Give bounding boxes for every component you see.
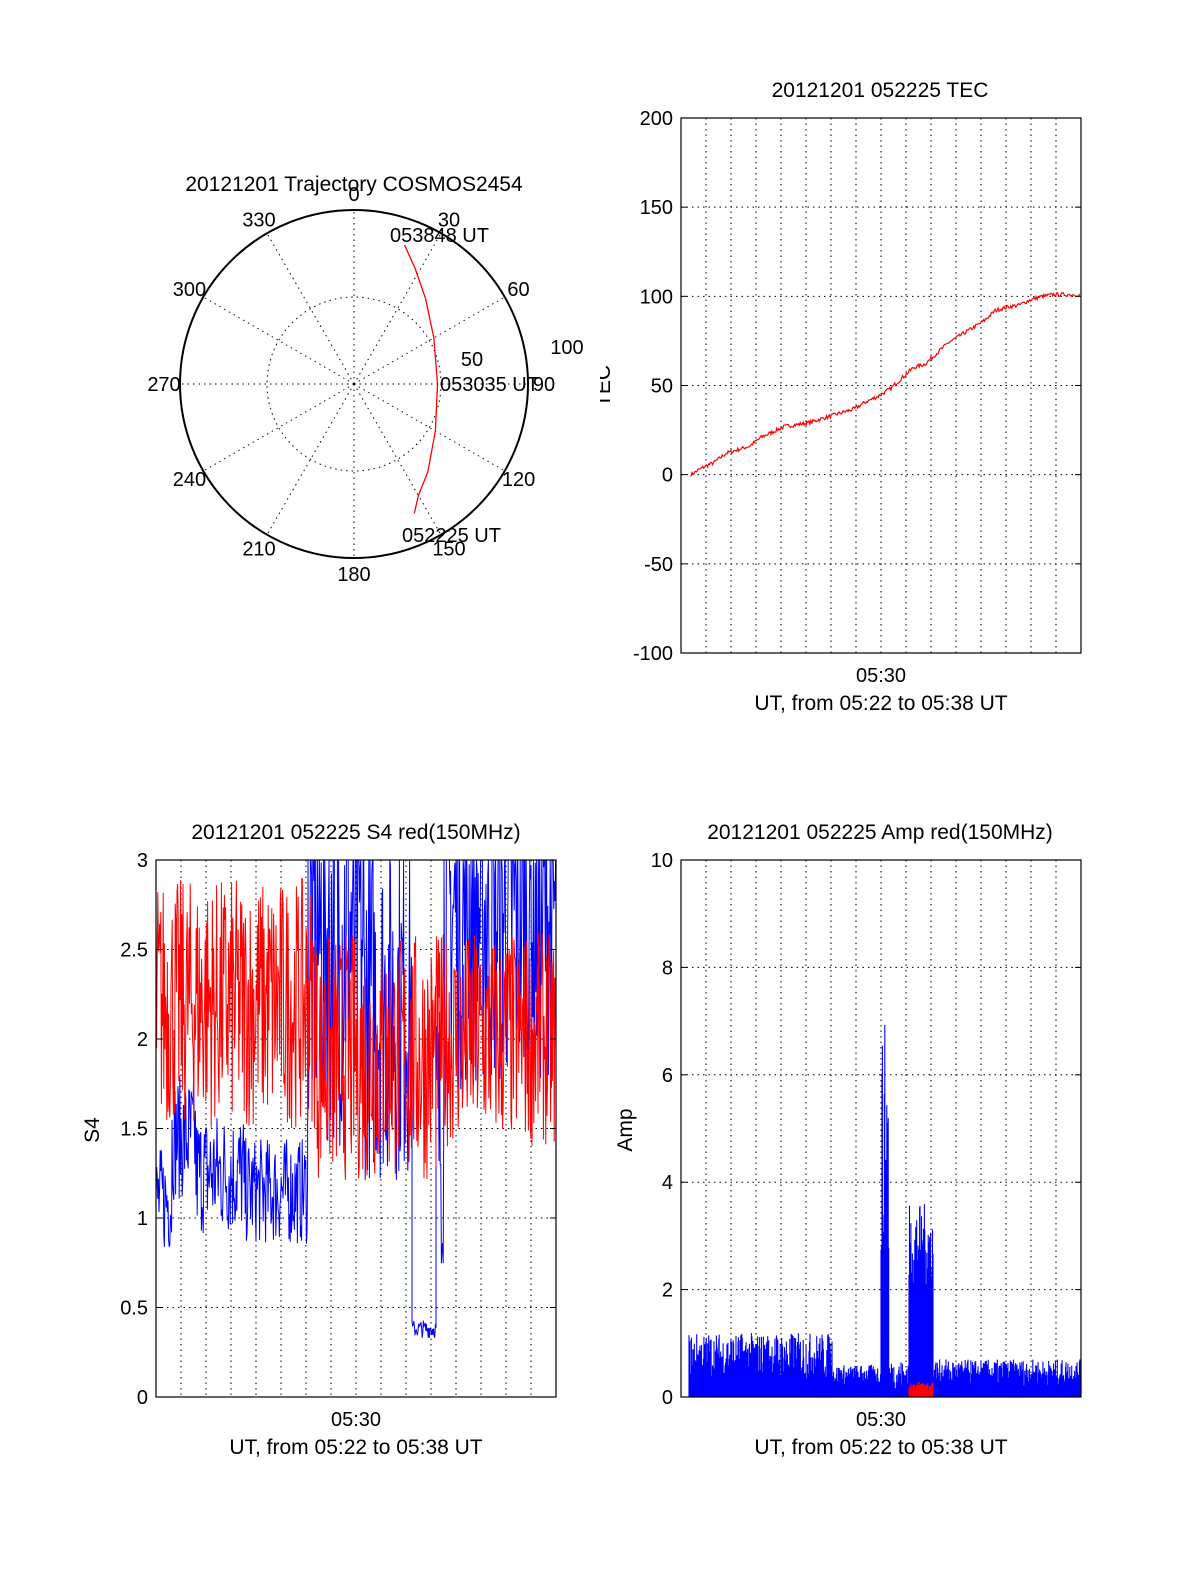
tec-line [690,292,1081,477]
polar-azimuth-label: 90 [533,374,555,396]
y-tick-label: 2 [662,1280,673,1302]
y-tick-label: 8 [662,957,673,979]
polar-azimuth-label: 30 [438,209,460,231]
series-bars [908,1381,934,1397]
annotation-mid: 053035 UT [440,374,539,396]
amp-chart: 20121201 052225 Amp red(150MHz) 0246810 … [614,821,1082,1459]
polar-spoke [353,383,505,472]
y-tick-label: 150 [640,197,673,219]
annotation-start: 053848 UT [390,225,489,247]
amp-x-label: UT, from 05:22 to 05:38 UT [754,1436,1007,1459]
s4-x-label: UT, from 05:22 to 05:38 UT [229,1436,482,1459]
s4-x-tick: 05:30 [331,1409,381,1431]
tec-frame [680,117,1082,654]
polar-chart: 20121201 Trajectory COSMOS2454 0 30 60 90 12… [147,173,583,586]
y-tick-label: 100 [640,286,673,308]
polar-azimuth-label: 270 [147,374,180,396]
tec-y-label: TEC [600,365,615,407]
series-bars [688,1024,1082,1397]
y-tick-label: 0 [662,465,673,487]
tec-series [690,292,1081,477]
polar-spoke [203,296,355,385]
series-line [155,877,557,1180]
polar-radial-label: 100 [550,337,583,359]
polar-spoke [353,296,505,385]
y-tick-label: -50 [644,554,673,576]
s4-chart: 20121201 052225 S4 red(150MHz) 0 0.5 1 1.5 2… [81,821,557,1459]
annotation-end: 052225 UT [402,525,501,547]
y-tick-label: -100 [633,643,673,665]
amp-x-tick: 05:30 [856,1409,906,1431]
trajectory-line [403,244,439,514]
amp-y-ticks: 0 2 4 6 8 10 [651,850,1081,1409]
polar-spoke [203,383,355,472]
amp-frame [680,859,1082,1398]
s4-y-ticks: 0 0.5 1 1.5 2 2.5 3 [120,850,556,1409]
polar-outer-ring [179,209,529,559]
polar-azimuth-label: 330 [242,209,275,231]
amp-y-label: Amp [614,1108,637,1151]
tec-x-label: UT, from 05:22 to 05:38 UT [754,692,1007,715]
y-tick-label: 6 [662,1065,673,1087]
polar-azimuth-label: 60 [507,279,529,301]
y-tick-label: 50 [651,376,673,398]
amp-series [688,1024,1082,1397]
polar-labels: 0 30 60 90 120 150 180 210 240 270 300 330 50 100 [147,184,583,586]
y-tick-label: 1 [137,1208,148,1230]
y-tick-label: 2.5 [120,940,148,962]
polar-title: 20121201 Trajectory COSMOS2454 [185,173,523,196]
y-tick-label: 0 [137,1387,148,1409]
polar-inner-ring [266,296,442,472]
y-tick-label: 3 [137,850,148,872]
polar-azimuth-label: 180 [337,564,370,586]
polar-azimuth-label: 120 [502,469,535,491]
y-tick-label: 200 [640,108,673,130]
trajectory-path [403,244,439,514]
amp-grid [681,860,1081,1397]
polar-azimuth-label: 150 [432,539,465,561]
y-tick-label: 0.5 [120,1298,148,1320]
polar-azimuth-label: 210 [242,539,275,561]
polar-spoke [353,383,442,535]
tec-y-ticks: -100 -50 0 50 100 150 200 [633,108,1081,665]
s4-y-label: S4 [81,1117,104,1143]
s4-title: 20121201 052225 S4 red(150MHz) [191,821,520,844]
polar-radial-label: 50 [461,349,483,371]
amp-title: 20121201 052225 Amp red(150MHz) [707,821,1053,844]
tec-x-tick: 05:30 [856,665,906,687]
polar-azimuth-label: 300 [173,279,206,301]
polar-azimuth-label: 0 [348,184,359,206]
y-tick-label: 2 [137,1029,148,1051]
tec-chart: 20121201 052225 TEC -100-50050100150200 … [600,79,1082,715]
tec-grid [681,118,1081,653]
y-tick-label: 0 [662,1387,673,1409]
y-tick-label: 10 [651,850,673,872]
y-tick-label: 1.5 [120,1119,148,1141]
y-tick-label: 4 [662,1172,673,1194]
tec-title: 20121201 052225 TEC [772,79,989,102]
polar-azimuth-label: 240 [173,469,206,491]
